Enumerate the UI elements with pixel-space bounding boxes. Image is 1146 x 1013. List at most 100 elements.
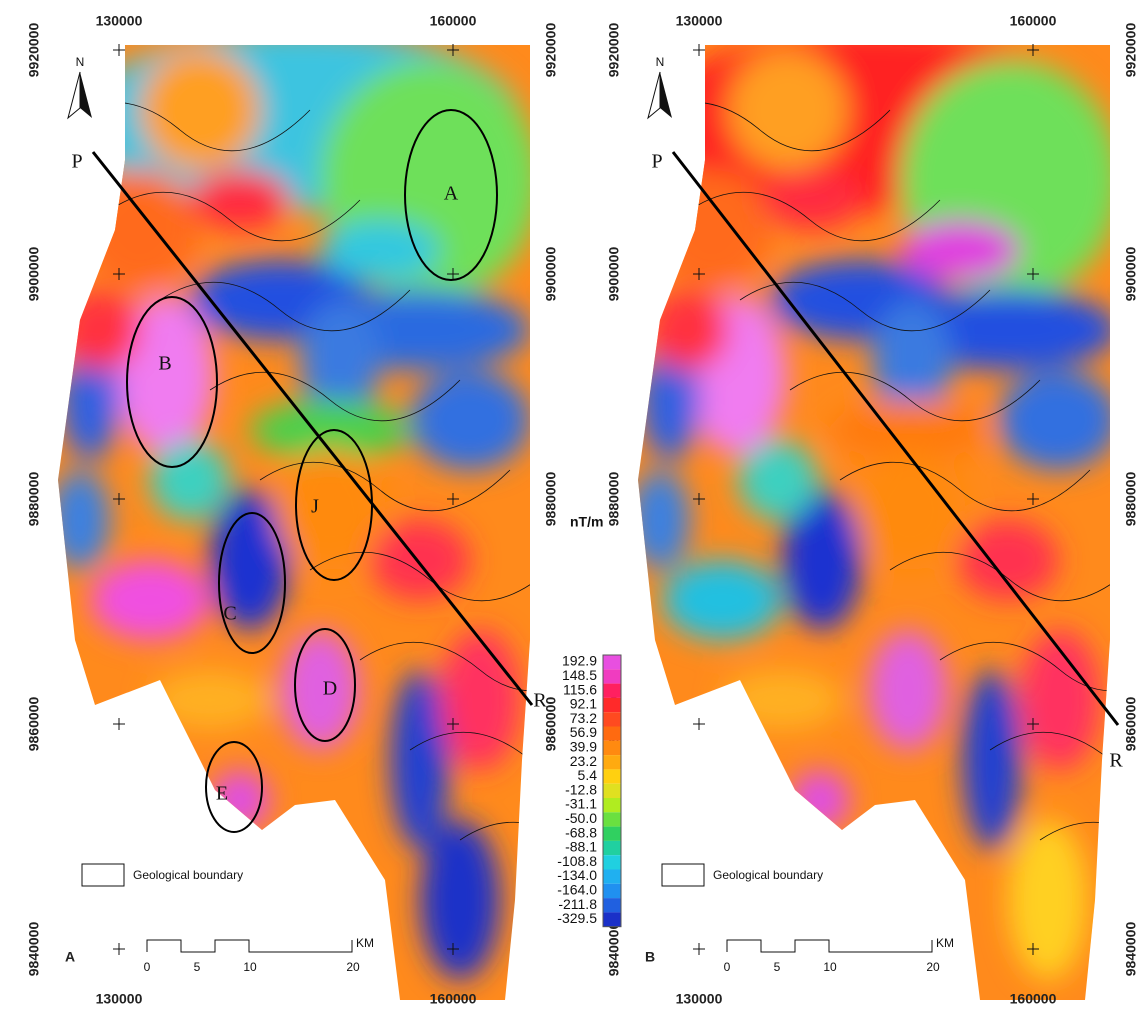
anomaly (648, 290, 728, 370)
anomaly (998, 370, 1118, 470)
north-arrow (68, 72, 80, 118)
north-arrow (648, 72, 660, 118)
colorbar-cell (603, 898, 621, 912)
anomaly (440, 630, 520, 770)
colorbar-cell (603, 669, 621, 683)
anomaly (80, 170, 200, 290)
colorbar-cell (603, 655, 621, 669)
scale-unit: KM (356, 936, 374, 950)
legend-label: Geological boundary (713, 868, 823, 882)
y-coord: 9880000 (543, 472, 559, 527)
anomaly (1008, 820, 1088, 980)
colorbar-cell (603, 755, 621, 769)
scale-label: 5 (774, 960, 781, 974)
grid-cross (113, 44, 125, 56)
anomaly (738, 440, 818, 520)
x-coord: 130000 (96, 991, 143, 1007)
anomaly (728, 50, 848, 170)
y-coord: 9880000 (26, 472, 42, 527)
y-coord: 9860000 (26, 697, 42, 752)
anomaly (900, 220, 1020, 280)
colorbar-cell (603, 912, 621, 926)
legend-swatch (662, 864, 704, 886)
scale-label: 5 (194, 960, 201, 974)
colorbar-cell (603, 698, 621, 712)
anomaly (722, 670, 842, 730)
colorbar-cell (603, 727, 621, 741)
north-label: N (76, 55, 85, 69)
y-coord: 9920000 (543, 23, 559, 78)
north-label: N (656, 55, 665, 69)
y-coord: 9880000 (606, 472, 622, 527)
scale-label: 10 (823, 960, 837, 974)
zone-label: C (223, 603, 236, 625)
colorbar-label: -329.5 (557, 910, 597, 926)
y-coord: 9840000 (606, 922, 622, 977)
zone-label: B (158, 353, 171, 375)
scale-label: 20 (346, 960, 360, 974)
colorbar-cell (603, 884, 621, 898)
grid-cross (113, 718, 125, 730)
y-coord: 9920000 (606, 23, 622, 78)
panel-label: A (65, 949, 75, 965)
anomaly (150, 670, 270, 730)
scale-label: 0 (724, 960, 731, 974)
colorbar-cell (603, 798, 621, 812)
anomaly (868, 630, 948, 750)
y-coord: 9840000 (26, 922, 42, 977)
y-coord: 9840000 (1123, 922, 1139, 977)
anomaly (662, 560, 782, 640)
colorbar-cell (603, 827, 621, 841)
grid-cross (693, 943, 705, 955)
panel-label: B (645, 949, 655, 965)
north-arrow (80, 72, 92, 118)
grid-cross (693, 718, 705, 730)
x-coord: 130000 (676, 991, 723, 1007)
anomaly (962, 670, 1022, 850)
scale-label: 10 (243, 960, 257, 974)
scale-label: 20 (926, 960, 940, 974)
legend-label: Geological boundary (133, 868, 243, 882)
anomaly (150, 440, 230, 520)
figure: 130000 160000 130000 160000 9920000 9900000 98… (0, 0, 1146, 1013)
anomaly (90, 560, 210, 640)
y-coord: 9900000 (543, 247, 559, 302)
y-coord: 9920000 (1123, 23, 1139, 78)
x-coord: 160000 (430, 991, 477, 1007)
y-coord: 9900000 (606, 247, 622, 302)
x-coord: 160000 (1010, 991, 1057, 1007)
grid-cross (113, 943, 125, 955)
north-arrow (660, 72, 672, 118)
scale-bar (727, 940, 932, 952)
scale-unit: KM (936, 936, 954, 950)
magnetic-map (620, 30, 1146, 1010)
anomaly (190, 170, 290, 230)
legend-swatch (82, 864, 124, 886)
grid-cross (693, 44, 705, 56)
zone-label: J (311, 496, 319, 518)
anomaly (762, 170, 862, 230)
colorbar-cell (603, 855, 621, 869)
scale-label: 0 (144, 960, 151, 974)
profile-label: R (1109, 750, 1123, 772)
y-coord: 9900000 (26, 247, 42, 302)
anomaly (420, 820, 500, 980)
colorbar-cell (603, 769, 621, 783)
anomaly (370, 520, 470, 600)
x-coord: 130000 (96, 13, 143, 29)
anomaly (50, 470, 110, 570)
scale-bar (147, 940, 352, 952)
x-coord: 160000 (1010, 13, 1057, 29)
y-coord: 9900000 (1123, 247, 1139, 302)
anomaly (790, 770, 850, 830)
anomaly (652, 170, 772, 290)
anomaly (958, 520, 1058, 600)
profile-label: P (71, 151, 82, 173)
colorbar-cell (603, 870, 621, 884)
zone-label: A (444, 183, 459, 205)
profile-label: P (651, 151, 662, 173)
colorbar-cell (603, 684, 621, 698)
x-coord: 160000 (430, 13, 477, 29)
y-coord: 9860000 (1123, 697, 1139, 752)
colorbar-cell (603, 812, 621, 826)
